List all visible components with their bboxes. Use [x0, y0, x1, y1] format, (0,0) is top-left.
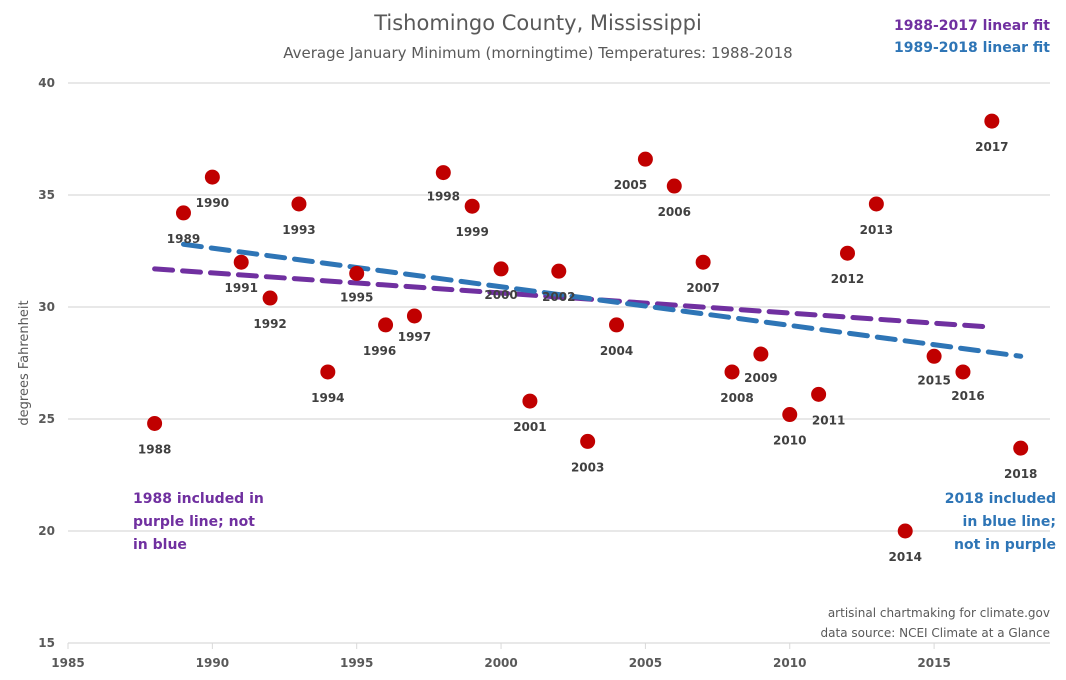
y-tick-label: 15 — [38, 636, 55, 650]
data-point-1988 — [147, 415, 163, 431]
data-point-2016 — [955, 364, 971, 380]
data-label-2016: 2016 — [951, 389, 984, 403]
x-tick-label: 2010 — [773, 656, 806, 670]
annotation-blue-line: 2018 included — [945, 491, 1056, 507]
data-point-1995 — [349, 265, 365, 281]
data-point-1998 — [435, 165, 451, 181]
data-label-2002: 2002 — [542, 290, 575, 304]
data-label-2011: 2011 — [812, 413, 845, 427]
data-point-1997 — [406, 308, 422, 324]
x-tick-label: 2005 — [629, 656, 662, 670]
credits: artisinal chartmaking for climate.gov dat… — [821, 606, 1050, 640]
x-tick-label: 1990 — [196, 656, 229, 670]
y-tick-label: 35 — [38, 188, 55, 202]
trendline-blue — [180, 241, 1024, 359]
data-label-1997: 1997 — [398, 330, 431, 344]
data-point-2017 — [984, 113, 1000, 129]
annotation-purple-line: 1988 included in — [133, 491, 264, 507]
data-label-2005: 2005 — [614, 178, 647, 192]
y-tick-label: 30 — [38, 300, 55, 314]
y-axis-label: degrees Fahrenheit — [17, 300, 32, 425]
annotation-purple-line: purple line; not — [133, 514, 255, 530]
data-point-1994 — [320, 364, 336, 380]
data-label-2017: 2017 — [975, 140, 1008, 154]
data-points: 1988 1989 1990 1991 1992 1993 1994 1995 19961997… — [138, 113, 1037, 564]
y-tick-label: 25 — [38, 412, 55, 426]
chart-title: Tishomingo County, Mississippi — [373, 11, 702, 35]
data-label-1996: 1996 — [363, 344, 396, 358]
data-point-2000 — [493, 261, 509, 277]
data-label-2015: 2015 — [917, 373, 950, 387]
data-label-1994: 1994 — [311, 391, 344, 405]
chart-subtitle: Average January Minimum (morningtime) Te… — [283, 44, 792, 62]
data-point-1991 — [233, 254, 249, 270]
data-point-2002 — [551, 263, 567, 279]
data-label-2018: 2018 — [1004, 467, 1037, 481]
data-point-1993 — [291, 196, 307, 212]
data-point-1996 — [378, 317, 394, 333]
annotation-blue-line: in blue line; — [963, 514, 1056, 530]
trendlines — [152, 241, 1024, 359]
data-label-1995: 1995 — [340, 290, 373, 304]
data-label-1998: 1998 — [427, 190, 460, 204]
data-point-2003 — [580, 433, 596, 449]
data-point-2001 — [522, 393, 538, 409]
data-label-2003: 2003 — [571, 460, 604, 474]
data-label-2007: 2007 — [686, 281, 719, 295]
y-axis: 15 20 25 30 35 40 — [38, 76, 55, 650]
data-label-1993: 1993 — [282, 223, 315, 237]
data-label-2010: 2010 — [773, 434, 806, 448]
annotation-blue-line: not in purple — [954, 537, 1056, 553]
data-label-2009: 2009 — [744, 371, 777, 385]
data-point-1992 — [262, 290, 278, 306]
legend: 1988-2017 linear fit 1989-2018 linear fit — [894, 18, 1050, 56]
data-point-2010 — [782, 407, 798, 423]
data-label-2014: 2014 — [889, 550, 922, 564]
data-label-1990: 1990 — [196, 196, 229, 210]
data-label-1992: 1992 — [253, 317, 286, 331]
data-point-2015 — [926, 348, 942, 364]
data-point-1989 — [175, 205, 191, 221]
data-label-1988: 1988 — [138, 442, 171, 456]
data-label-2006: 2006 — [658, 205, 691, 219]
annotation-purple-line: in blue — [133, 537, 187, 553]
x-axis: 1985 1990 1995 2000 2005 2010 2015 — [51, 643, 951, 670]
data-label-2004: 2004 — [600, 344, 633, 358]
data-point-2013 — [868, 196, 884, 212]
data-point-2004 — [609, 317, 625, 333]
data-point-2008 — [724, 364, 740, 380]
data-point-1990 — [204, 169, 220, 185]
data-point-2011 — [811, 386, 827, 402]
y-tick-label: 20 — [38, 524, 55, 538]
x-tick-label: 2015 — [917, 656, 950, 670]
credit-line: artisinal chartmaking for climate.gov — [828, 606, 1050, 620]
y-tick-label: 40 — [38, 76, 55, 90]
data-point-2007 — [695, 254, 711, 270]
data-label-2013: 2013 — [860, 223, 893, 237]
data-point-2014 — [897, 523, 913, 539]
data-point-2018 — [1013, 440, 1029, 456]
x-tick-label: 1985 — [51, 656, 84, 670]
annotations: 1988 included in purple line; not in blue 2… — [133, 491, 1056, 553]
legend-entry: 1989-2018 linear fit — [894, 40, 1050, 56]
credit-line: data source: NCEI Climate at a Glance — [821, 626, 1050, 640]
data-point-2009 — [753, 346, 769, 362]
data-label-1989: 1989 — [167, 232, 200, 246]
data-point-1999 — [464, 198, 480, 214]
data-label-1999: 1999 — [455, 225, 488, 239]
data-point-2005 — [637, 151, 653, 167]
data-label-2001: 2001 — [513, 420, 546, 434]
data-label-2008: 2008 — [720, 391, 753, 405]
grid-lines — [68, 82, 1050, 644]
x-tick-label: 1995 — [340, 656, 373, 670]
data-label-2000: 2000 — [484, 288, 517, 302]
data-label-2012: 2012 — [831, 272, 864, 286]
data-point-2006 — [666, 178, 682, 194]
data-label-1991: 1991 — [225, 281, 258, 295]
x-tick-label: 2000 — [484, 656, 517, 670]
data-point-2012 — [839, 245, 855, 261]
legend-entry: 1988-2017 linear fit — [894, 18, 1050, 34]
